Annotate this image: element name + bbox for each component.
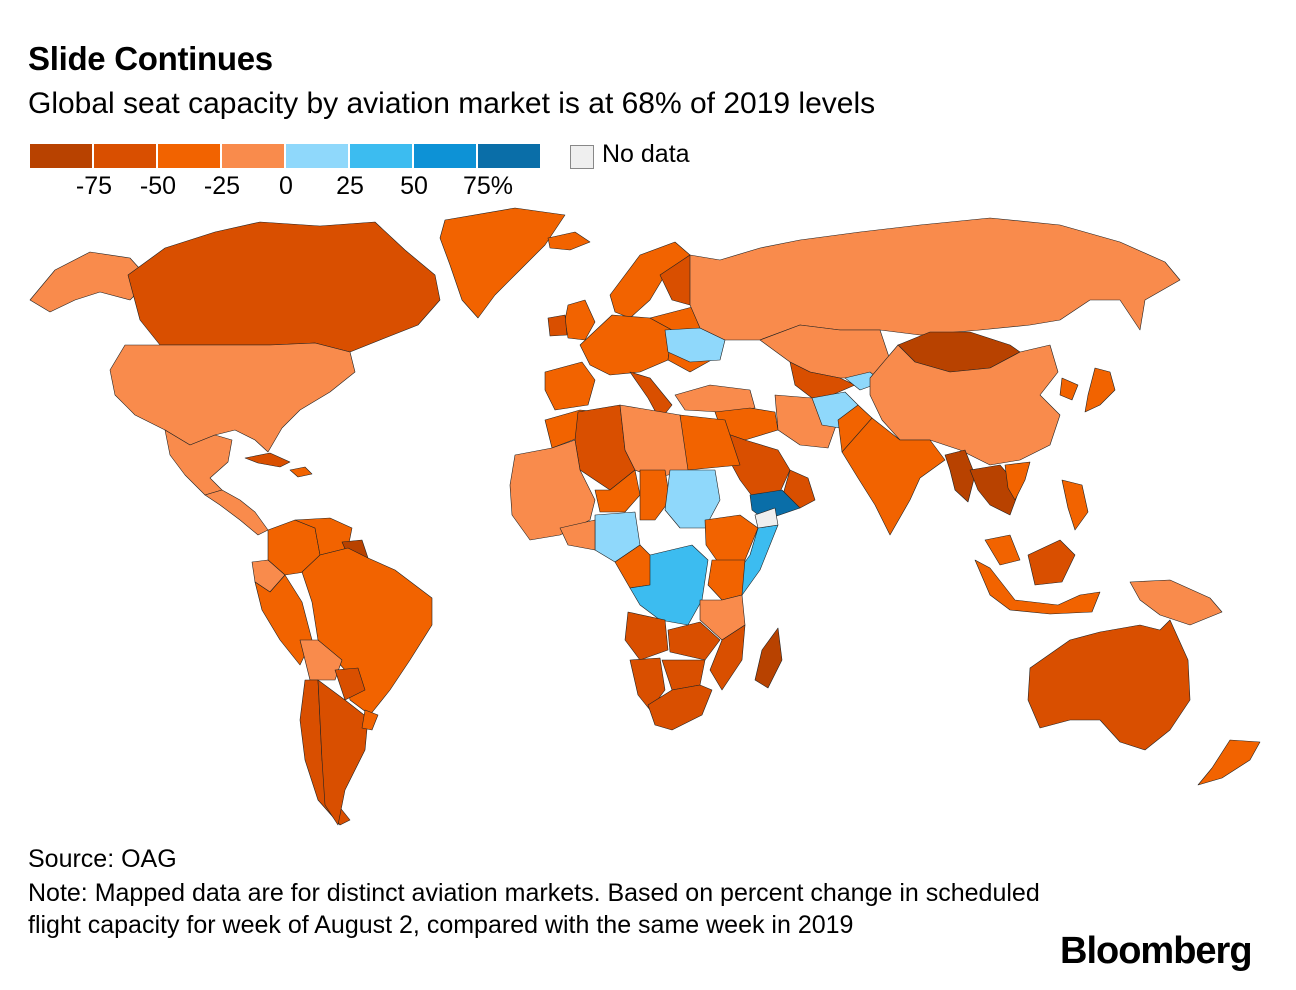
legend-swatch: [286, 144, 349, 168]
region-russia: [689, 217, 1181, 341]
region-south-africa: [647, 684, 713, 731]
region-mozambique: [709, 624, 746, 691]
legend-swatch: [414, 144, 477, 168]
legend-swatch: [94, 144, 157, 168]
region-kenya: [707, 559, 746, 601]
region-caribbean: [289, 466, 313, 478]
region-paraguay: [334, 667, 366, 701]
region-ghana: [559, 519, 596, 551]
bloomberg-logo: Bloomberg: [1060, 930, 1253, 972]
legend-swatch: [350, 144, 413, 168]
footnote: Note: Mapped data are for distinct aviat…: [28, 879, 1040, 939]
region-egypt: [679, 414, 741, 471]
region-united-kingdom: [564, 299, 596, 341]
no-data-label: No data: [602, 140, 690, 168]
legend-swatch: [158, 144, 221, 168]
region-central-asia: [789, 361, 856, 399]
region-new-zealand: [1197, 739, 1261, 786]
legend-tick: 75%: [462, 172, 514, 200]
region-india: [841, 417, 946, 536]
region-iberia: [544, 361, 596, 411]
region-somaliland: [754, 507, 779, 529]
region-papua-new-guinea: [1129, 579, 1223, 626]
region-sudan: [664, 469, 721, 529]
region-united-states: [109, 342, 356, 453]
region-borneo: [1027, 539, 1076, 586]
region-west-africa: [509, 439, 596, 541]
region-vietnam: [1004, 461, 1031, 501]
region-zambia: [667, 621, 721, 661]
chart-title: Slide Continues: [28, 40, 273, 77]
legend-tick: -50: [139, 172, 177, 200]
region-madagascar: [754, 627, 783, 689]
legend-tick: 50: [400, 172, 428, 200]
region-turkey: [674, 384, 756, 413]
region-indonesia: [974, 559, 1101, 615]
legend-swatch: [222, 144, 285, 168]
region-uruguay: [361, 709, 379, 731]
legend-tick: 0: [279, 172, 293, 200]
region-mexico: [164, 429, 233, 496]
region-angola: [624, 611, 669, 661]
region-ireland: [547, 314, 568, 337]
legend-swatch: [30, 144, 93, 168]
region-dr-congo: [629, 544, 709, 626]
legend-tick: -75: [75, 172, 113, 200]
world-map: [29, 207, 1261, 826]
legend-tick: -25: [203, 172, 241, 200]
region-philippines: [1061, 479, 1089, 531]
region-central-america: [204, 489, 269, 536]
region-myanmar: [944, 449, 976, 503]
region-canada: [127, 221, 441, 353]
region-iceland: [547, 231, 591, 251]
source-note: Source: OAG: [28, 845, 177, 873]
chart-subtitle: Global seat capacity by aviation market …: [28, 87, 876, 120]
region-kazakhstan: [759, 324, 891, 379]
region-argentina: [317, 679, 369, 826]
legend-tick: 25: [336, 172, 364, 200]
region-chad: [639, 469, 671, 521]
region-australia: [1027, 619, 1191, 751]
legend-swatch: [478, 144, 541, 168]
no-data-swatch: [570, 145, 594, 169]
region-korea: [1059, 377, 1079, 401]
region-malaysia: [984, 534, 1021, 566]
region-japan: [1084, 367, 1116, 413]
region-cuba: [244, 452, 291, 468]
region-greenland: [439, 207, 566, 319]
